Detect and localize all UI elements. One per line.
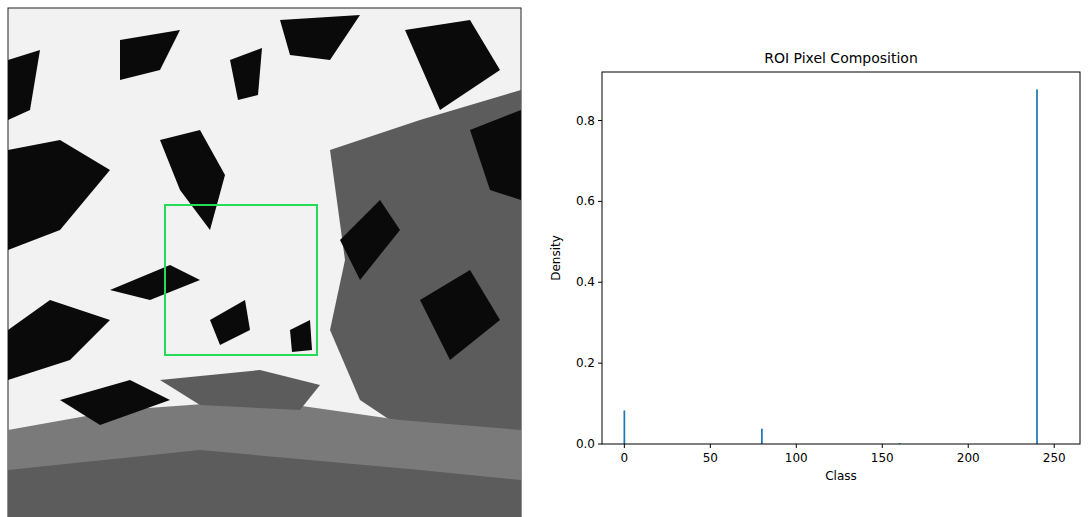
image-region [8, 300, 110, 380]
image-region [8, 400, 521, 517]
bars [623, 89, 1037, 444]
image-region [420, 270, 500, 360]
image-region [8, 140, 110, 250]
axes-frame [602, 72, 1080, 444]
x-tick-label: 0 [621, 451, 629, 465]
chart: 0 50 100 150 200 250 0.0 0.2 0.4 0.6 0.8 ROI Pixel … [549, 50, 1080, 483]
chart-title: ROI Pixel Composition [764, 50, 918, 66]
y-axis-title: Density [549, 235, 563, 281]
y-tick [598, 363, 602, 364]
image-region [290, 320, 312, 352]
image-region [470, 110, 521, 200]
page: 0 50 100 150 200 250 0.0 0.2 0.4 0.6 0.8 ROI Pixel … [0, 0, 1091, 517]
image-region [230, 48, 262, 100]
segmented-image [8, 8, 521, 517]
bar [761, 429, 763, 444]
image-region [330, 90, 521, 440]
image-region [210, 300, 250, 345]
x-tick-label: 200 [957, 451, 980, 465]
image-region [110, 265, 200, 300]
image-region [160, 130, 225, 230]
image-region [8, 50, 40, 120]
bar [623, 410, 625, 444]
x-tick-label: 150 [871, 451, 894, 465]
y-tick [598, 201, 602, 202]
x-axis-title: Class [825, 469, 857, 483]
image-background [8, 8, 521, 517]
image-region [120, 30, 180, 80]
image-region [60, 380, 170, 425]
y-tick-label: 0.6 [576, 194, 595, 208]
x-tick [710, 444, 711, 448]
image-region [405, 20, 500, 110]
x-tick [796, 444, 797, 448]
roi-box [165, 205, 317, 355]
image-region [8, 450, 521, 517]
y-tick [598, 282, 602, 283]
y-tick-label: 0.2 [576, 356, 595, 370]
y-tick-label: 0.0 [576, 437, 595, 451]
x-tick-label: 100 [785, 451, 808, 465]
y-tick [598, 444, 602, 445]
bar [1036, 89, 1038, 444]
y-tick-label: 0.4 [576, 275, 595, 289]
y-tick-label: 0.8 [576, 114, 595, 128]
x-tick-label: 250 [1043, 451, 1066, 465]
x-tick [882, 444, 883, 448]
x-tick-label: 50 [703, 451, 718, 465]
image-region [340, 200, 400, 280]
x-tick [624, 444, 625, 448]
x-tick [1054, 444, 1055, 448]
x-tick [968, 444, 969, 448]
image-region [280, 15, 360, 60]
image-region [160, 370, 320, 410]
y-tick [598, 120, 602, 121]
